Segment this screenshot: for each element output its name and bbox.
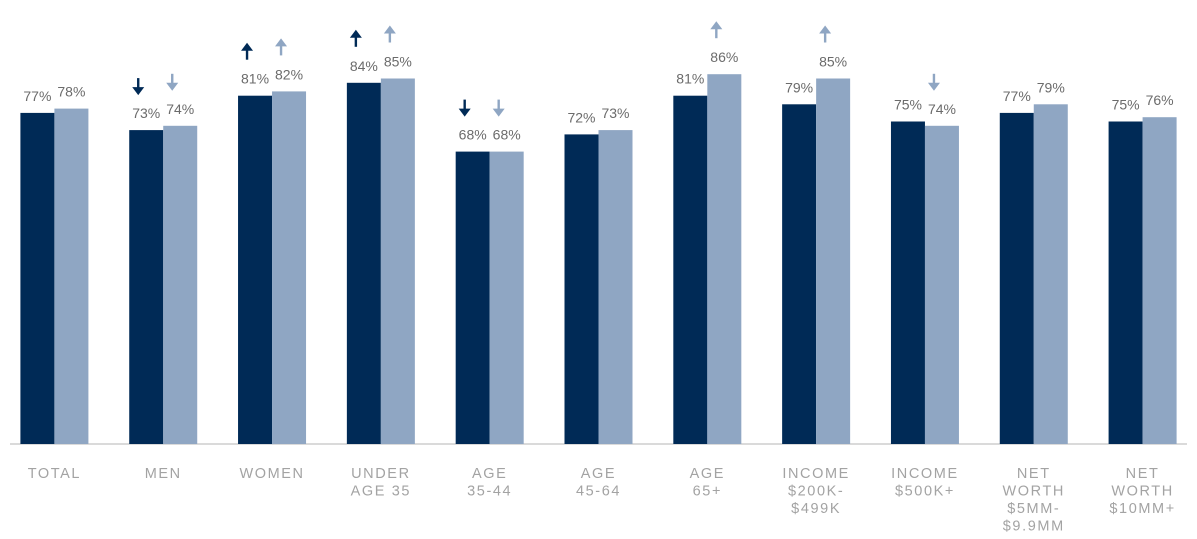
bar-s2-1 bbox=[163, 125, 198, 445]
trend-down-icon-s2-1 bbox=[166, 73, 179, 91]
data-label-s1-0: 77% bbox=[23, 88, 51, 104]
trend-up-icon-s2-7 bbox=[819, 25, 832, 43]
data-label-s1-9: 77% bbox=[1003, 88, 1031, 104]
bar-s1-7 bbox=[782, 104, 817, 445]
trend-up-icon-s1-2 bbox=[241, 42, 254, 60]
data-label-s2-1: 74% bbox=[166, 101, 194, 117]
bar-s2-7 bbox=[816, 78, 851, 444]
bar-s2-6 bbox=[707, 74, 742, 444]
category-label-3: UNDER AGE 35 bbox=[351, 466, 411, 500]
category-label-1: MEN bbox=[145, 466, 182, 482]
category-label-8: INCOME $500K+ bbox=[891, 466, 959, 500]
bar-s1-8 bbox=[890, 121, 925, 444]
data-label-s1-2: 81% bbox=[241, 71, 269, 87]
trend-up-icon-s1-3 bbox=[349, 29, 362, 47]
bar-s2-3 bbox=[380, 78, 415, 444]
bar-s2-2 bbox=[272, 91, 307, 445]
data-label-s2-5: 73% bbox=[601, 105, 629, 121]
data-label-s1-3: 84% bbox=[350, 58, 378, 74]
trend-down-icon-s1-4 bbox=[458, 99, 471, 117]
data-label-s1-1: 73% bbox=[132, 105, 160, 121]
bar-s1-9 bbox=[999, 112, 1034, 445]
trend-down-icon-s2-8 bbox=[927, 73, 940, 91]
data-label-s1-6: 81% bbox=[676, 71, 704, 87]
trend-down-icon-s1-1 bbox=[132, 78, 145, 96]
category-label-2: WOMEN bbox=[239, 466, 304, 482]
data-label-s1-4: 68% bbox=[459, 127, 487, 143]
data-label-s2-3: 85% bbox=[384, 54, 412, 70]
data-label-s2-10: 76% bbox=[1146, 92, 1174, 108]
category-label-10: NET WORTH $10MM+ bbox=[1109, 466, 1175, 517]
category-label-5: AGE 45-64 bbox=[576, 466, 621, 500]
bar-s1-6 bbox=[673, 95, 708, 444]
bar-s2-5 bbox=[598, 130, 633, 444]
data-label-s2-6: 86% bbox=[710, 49, 738, 65]
bar-s2-4 bbox=[489, 151, 524, 444]
bar-s2-9 bbox=[1033, 104, 1068, 445]
bar-s2-0 bbox=[54, 108, 89, 444]
data-label-s2-2: 82% bbox=[275, 66, 303, 82]
data-label-s1-7: 79% bbox=[785, 79, 813, 95]
data-label-s1-8: 75% bbox=[894, 97, 922, 113]
data-label-s2-7: 85% bbox=[819, 54, 847, 70]
bar-s2-10 bbox=[1142, 117, 1177, 444]
bar-s1-10 bbox=[1108, 121, 1143, 444]
category-label-4: AGE 35-44 bbox=[467, 466, 512, 500]
bar-s1-4 bbox=[455, 151, 490, 444]
bar-s1-1 bbox=[129, 130, 164, 444]
data-label-s1-5: 72% bbox=[567, 109, 595, 125]
trend-up-icon-s2-3 bbox=[383, 25, 396, 43]
data-label-s2-0: 78% bbox=[57, 84, 85, 100]
category-label-0: TOTAL bbox=[28, 466, 81, 482]
trend-down-icon-s2-4 bbox=[492, 99, 505, 117]
category-label-6: AGE 65+ bbox=[690, 466, 725, 500]
bar-s2-8 bbox=[924, 125, 959, 445]
bar-s1-5 bbox=[564, 134, 599, 444]
trend-up-icon-s2-2 bbox=[275, 38, 288, 56]
bar-s1-0 bbox=[20, 112, 55, 445]
data-label-s2-9: 79% bbox=[1037, 79, 1065, 95]
trend-up-icon-s2-6 bbox=[710, 21, 723, 39]
data-label-s2-8: 74% bbox=[928, 101, 956, 117]
data-label-s2-4: 68% bbox=[493, 127, 521, 143]
bar-s1-3 bbox=[346, 82, 381, 445]
bar-s1-2 bbox=[238, 95, 273, 444]
category-label-7: INCOME $200K-$499K bbox=[782, 466, 850, 517]
category-label-9: NET WORTH $5MM-$9.9MM bbox=[1003, 466, 1066, 535]
data-label-s1-10: 75% bbox=[1112, 97, 1140, 113]
